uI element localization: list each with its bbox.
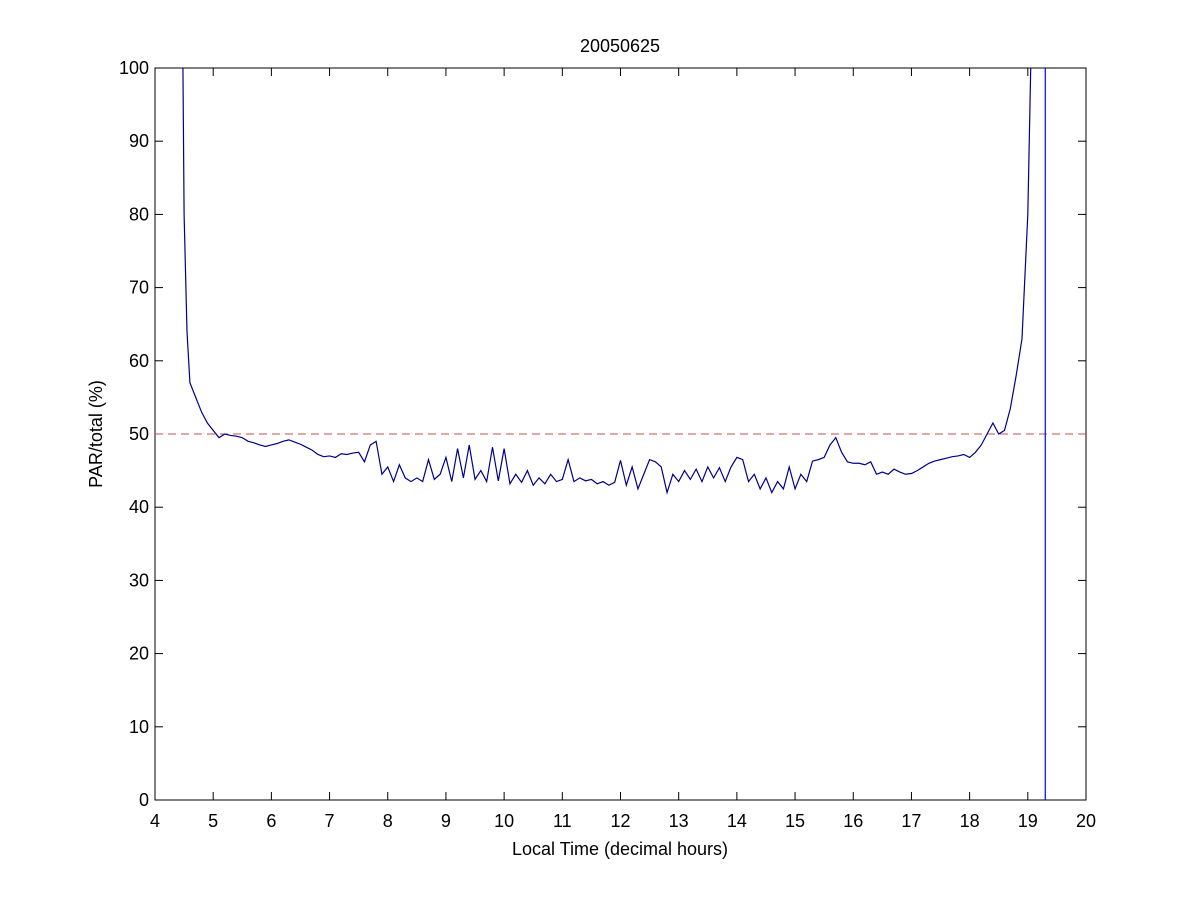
x-tick-label: 8 [383,811,393,831]
y-tick-label: 20 [129,644,149,664]
x-tick-label: 19 [1018,811,1038,831]
x-tick-label: 9 [441,811,451,831]
x-axis-label: Local Time (decimal hours) [512,839,728,859]
x-tick-label: 16 [843,811,863,831]
x-tick-label: 17 [901,811,921,831]
x-tick-label: 5 [208,811,218,831]
data-line [182,68,1032,495]
x-tick-label: 7 [325,811,335,831]
x-tick-label: 6 [266,811,276,831]
y-tick-label: 50 [129,424,149,444]
y-tick-label: 80 [129,204,149,224]
y-tick-label: 40 [129,497,149,517]
y-tick-label: 30 [129,570,149,590]
x-tick-label: 14 [727,811,747,831]
x-tick-label: 12 [610,811,630,831]
chart-title: 20050625 [580,36,660,56]
y-tick-label: 60 [129,351,149,371]
x-tick-label: 20 [1076,811,1096,831]
x-tick-label: 18 [960,811,980,831]
plot-area [154,67,1087,801]
y-tick-label: 0 [139,790,149,810]
y-tick-label: 90 [129,131,149,151]
y-tick-label: 10 [129,717,149,737]
x-tick-label: 10 [494,811,514,831]
y-axis-label: PAR/total (%) [86,380,106,488]
x-tick-label: 11 [553,811,572,831]
x-tick-label: 13 [669,811,689,831]
x-tick-label: 4 [150,811,160,831]
y-tick-label: 70 [129,278,149,298]
y-tick-label: 100 [119,58,149,78]
x-tick-label: 15 [785,811,805,831]
